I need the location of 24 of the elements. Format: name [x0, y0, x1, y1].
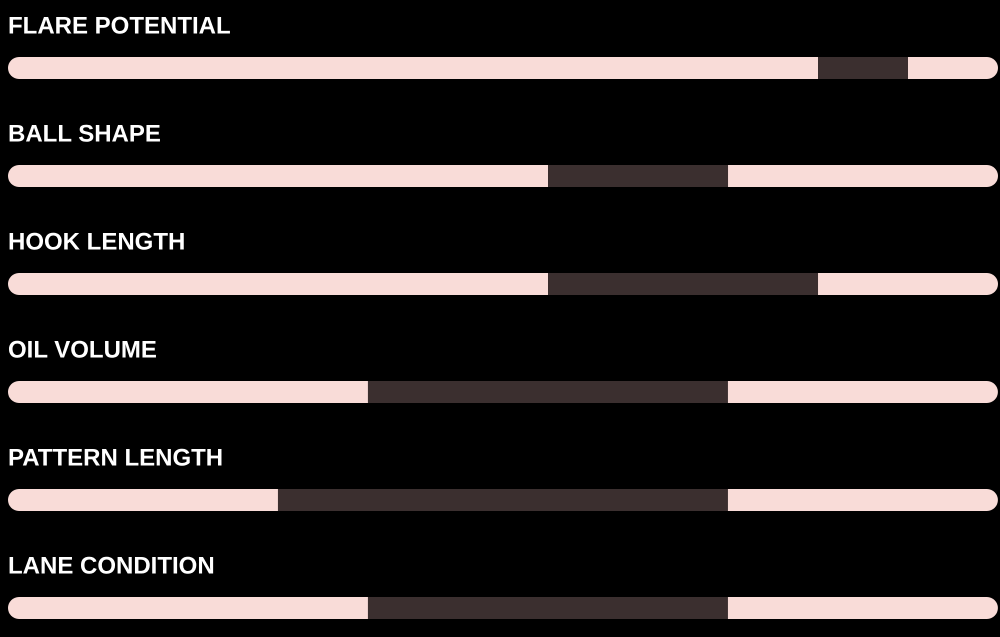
bar	[8, 489, 278, 511]
bar	[368, 381, 728, 403]
bar	[8, 57, 818, 79]
bar	[548, 273, 818, 295]
bar	[8, 165, 548, 187]
y-tick-label: OIL VOLUME	[8, 336, 157, 364]
y-tick-label: PATTERN LENGTH	[8, 444, 224, 472]
bar	[908, 57, 998, 79]
bar	[728, 597, 998, 619]
y-tick-label: FLARE POTENTIAL	[8, 12, 231, 40]
bar	[8, 273, 548, 295]
bar	[728, 489, 998, 511]
bar	[278, 489, 728, 511]
bar	[548, 165, 728, 187]
bar	[818, 273, 998, 295]
bar	[818, 57, 908, 79]
bar	[8, 381, 368, 403]
bar	[8, 597, 368, 619]
y-tick-label: LANE CONDITION	[8, 552, 215, 580]
bar	[368, 597, 728, 619]
bar	[728, 165, 998, 187]
y-tick-label: HOOK LENGTH	[8, 228, 186, 256]
bar	[728, 381, 998, 403]
y-tick-label: BALL SHAPE	[8, 120, 161, 148]
